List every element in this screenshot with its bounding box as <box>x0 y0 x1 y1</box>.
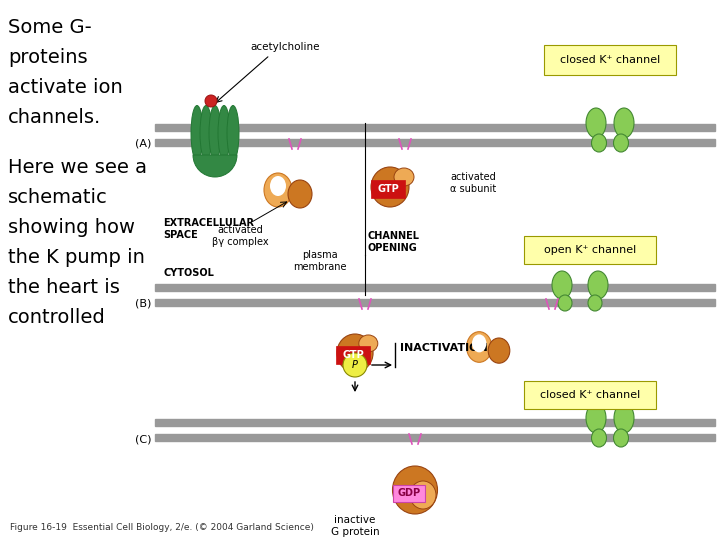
Text: INACTIVATION: INACTIVATION <box>400 343 487 353</box>
Text: Some G-: Some G- <box>8 18 91 37</box>
Ellipse shape <box>264 173 292 207</box>
Ellipse shape <box>394 168 414 186</box>
Ellipse shape <box>558 295 572 311</box>
FancyBboxPatch shape <box>524 381 656 409</box>
Text: acetylcholine: acetylcholine <box>251 42 320 52</box>
Text: Figure 16-19  Essential Cell Biology, 2/e. (© 2004 Garland Science): Figure 16-19 Essential Cell Biology, 2/e… <box>10 523 314 532</box>
FancyBboxPatch shape <box>524 236 656 264</box>
Bar <box>155 139 715 146</box>
Ellipse shape <box>218 105 230 160</box>
Text: (B): (B) <box>135 299 151 309</box>
Ellipse shape <box>200 105 212 160</box>
Text: activated
α subunit: activated α subunit <box>450 172 496 194</box>
Text: GTP: GTP <box>377 184 399 194</box>
Text: closed K⁺ channel: closed K⁺ channel <box>560 55 660 65</box>
Text: showing how: showing how <box>8 218 135 237</box>
Bar <box>155 284 715 291</box>
Text: (C): (C) <box>135 434 151 444</box>
Ellipse shape <box>588 295 602 311</box>
Ellipse shape <box>371 167 409 207</box>
Bar <box>155 299 715 306</box>
Text: channels.: channels. <box>8 108 102 127</box>
Ellipse shape <box>472 334 487 353</box>
Ellipse shape <box>592 429 606 447</box>
Text: the heart is: the heart is <box>8 278 120 297</box>
Text: P: P <box>352 360 358 370</box>
Ellipse shape <box>227 105 239 160</box>
Ellipse shape <box>586 403 606 433</box>
Ellipse shape <box>488 338 510 363</box>
Ellipse shape <box>209 105 221 160</box>
Bar <box>155 124 715 131</box>
Bar <box>155 419 715 426</box>
FancyBboxPatch shape <box>371 180 405 198</box>
Ellipse shape <box>337 334 373 372</box>
Ellipse shape <box>288 180 312 208</box>
Text: the K pump in: the K pump in <box>8 248 145 267</box>
Text: activated
βγ complex: activated βγ complex <box>212 225 269 247</box>
Text: Here we see a: Here we see a <box>8 158 147 177</box>
Text: GTP: GTP <box>342 350 364 360</box>
Ellipse shape <box>552 271 572 299</box>
Wedge shape <box>193 155 237 177</box>
Text: GDP: GDP <box>397 488 420 498</box>
Text: activate ion: activate ion <box>8 78 122 97</box>
Text: plasma
membrane: plasma membrane <box>293 250 347 272</box>
Ellipse shape <box>592 134 606 152</box>
Ellipse shape <box>359 335 378 352</box>
Ellipse shape <box>410 481 436 509</box>
FancyBboxPatch shape <box>544 45 676 75</box>
Circle shape <box>343 353 367 377</box>
Text: closed K⁺ channel: closed K⁺ channel <box>540 390 640 400</box>
Ellipse shape <box>614 403 634 433</box>
Text: CHANNEL
OPENING: CHANNEL OPENING <box>368 232 420 253</box>
Ellipse shape <box>614 108 634 138</box>
Text: proteins: proteins <box>8 48 88 67</box>
Ellipse shape <box>467 332 492 362</box>
Ellipse shape <box>613 134 629 152</box>
Ellipse shape <box>191 105 203 160</box>
Text: EXTRACELLULAR
SPACE: EXTRACELLULAR SPACE <box>163 218 254 240</box>
Text: CYTOSOL: CYTOSOL <box>163 268 214 278</box>
Text: (A): (A) <box>135 139 151 149</box>
Ellipse shape <box>588 271 608 299</box>
Bar <box>155 434 715 441</box>
Text: schematic: schematic <box>8 188 108 207</box>
Ellipse shape <box>392 466 438 514</box>
Text: inactive
G protein: inactive G protein <box>330 515 379 537</box>
FancyBboxPatch shape <box>336 346 370 364</box>
Text: open K⁺ channel: open K⁺ channel <box>544 245 636 255</box>
Text: controlled: controlled <box>8 308 106 327</box>
FancyBboxPatch shape <box>393 484 425 502</box>
Ellipse shape <box>270 176 286 196</box>
Circle shape <box>205 95 217 107</box>
Ellipse shape <box>613 429 629 447</box>
Ellipse shape <box>586 108 606 138</box>
